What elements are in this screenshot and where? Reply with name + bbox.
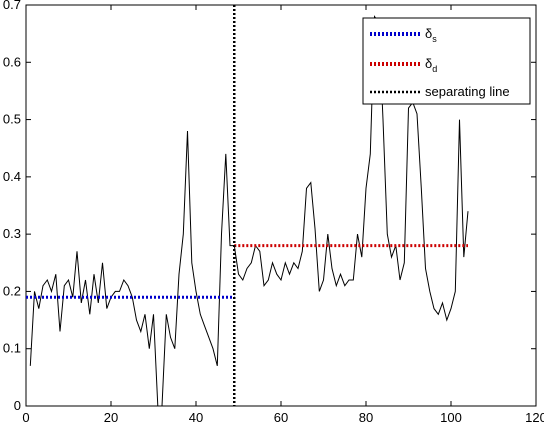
legend-subscript: s: [432, 34, 437, 44]
y-tick-label: 0.6: [3, 54, 21, 69]
x-tick-label: 100: [440, 410, 462, 425]
x-tick-label: 80: [359, 410, 373, 425]
series-signal-line: [29, 15, 469, 407]
x-tick-label: 40: [189, 410, 203, 425]
y-tick-label: 0.1: [3, 341, 21, 356]
y-tick-label: 0.2: [3, 283, 21, 298]
legend-label: separating line: [425, 84, 510, 99]
y-tick-label: 0.4: [3, 169, 21, 184]
y-tick-label: 0.5: [3, 112, 21, 127]
y-tick-label: 0.7: [3, 0, 21, 12]
x-tick-label: 20: [104, 410, 118, 425]
x-tick-label: 60: [274, 410, 288, 425]
y-tick-label: 0: [14, 398, 21, 413]
x-tick-label: 120: [525, 410, 544, 425]
x-tick-label: 0: [22, 410, 29, 425]
y-tick-label: 0.3: [3, 226, 21, 241]
legend-subscript: d: [432, 64, 437, 74]
